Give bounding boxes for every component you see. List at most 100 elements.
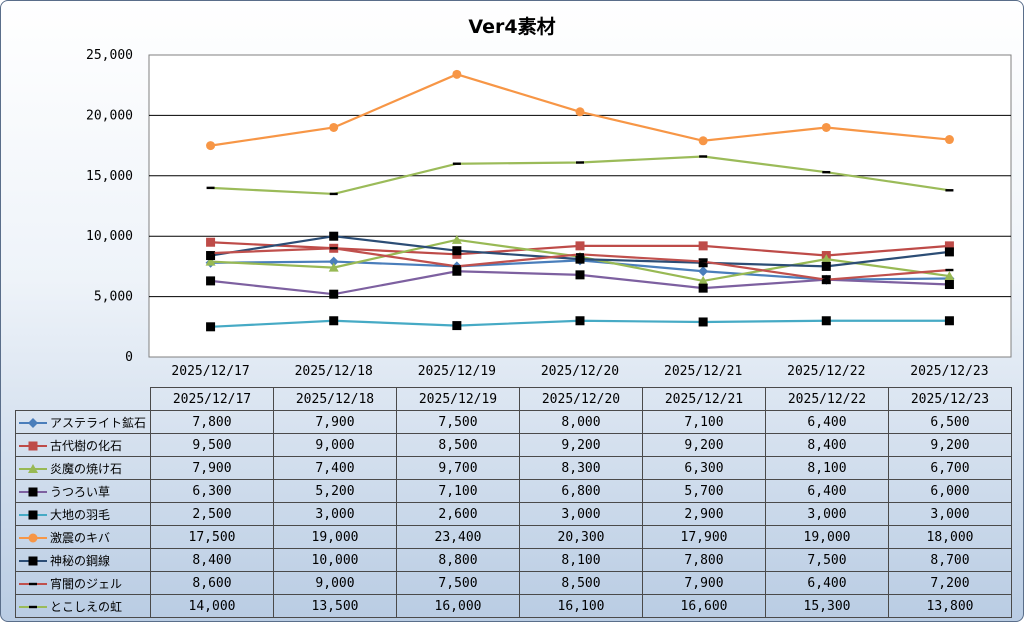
data-table-header: 2025/12/17 2025/12/18 2025/12/19 2025/12/20… [16, 387, 1012, 411]
table-cell: 9,200 [519, 433, 643, 457]
data-point-marker [206, 186, 215, 190]
table-row: うつろい草 6,300 5,200 7,100 6,800 5,700 6,400 6,000 [15, 479, 1012, 503]
x-tick-label: 2025/12/23 [910, 364, 988, 379]
table-cell: 16,600 [642, 594, 766, 618]
data-point-marker [944, 316, 954, 326]
legend-key-icon [19, 533, 47, 543]
data-point-marker [575, 316, 585, 326]
data-point-marker [452, 266, 462, 276]
table-cell: 6,300 [642, 456, 766, 480]
table-cell: 7,500 [765, 548, 889, 572]
x-tick-label: 2025/12/20 [541, 364, 619, 379]
table-cell: 7,100 [642, 410, 766, 434]
data-point-marker [28, 533, 38, 543]
table-cell: 7,100 [396, 479, 520, 503]
data-point-marker [206, 276, 216, 286]
table-row: 炎魔の焼け石 7,900 7,400 9,700 8,300 6,300 8,100 6,70… [15, 456, 1012, 480]
table-cell: 5,700 [642, 479, 766, 503]
data-point-marker [452, 246, 462, 256]
table-cell: 9,000 [273, 571, 397, 595]
table-cell: 8,100 [519, 548, 643, 572]
y-axis: 0 5,000 10,000 15,000 20,000 25,000 [86, 48, 133, 365]
legend-entry: 大地の羽毛 [15, 502, 151, 526]
legend-entry: アステライト鉱石 [15, 410, 151, 434]
legend-label: 古代樹の化石 [50, 438, 123, 453]
data-point-marker [206, 141, 216, 151]
table-cell: 2,900 [642, 502, 766, 526]
x-tick-label: 2025/12/19 [418, 364, 496, 379]
table-cell: 8,600 [150, 571, 274, 595]
legend-entry: 古代樹の化石 [15, 433, 151, 457]
data-point-marker [822, 278, 831, 281]
data-point-marker [329, 316, 339, 326]
legend-entry: うつろい草 [15, 479, 151, 503]
legend-key-icon [19, 441, 47, 451]
data-point-marker [944, 241, 954, 251]
legend-label: 宵闇のジェル [50, 576, 123, 591]
table-cell: 8,800 [396, 548, 520, 572]
table-cell: 6,000 [888, 479, 1012, 503]
table-cell: 23,400 [396, 525, 520, 549]
table-cell: 7,400 [273, 456, 397, 480]
table-date-header: 2025/12/23 [888, 387, 1012, 411]
table-cell: 14,000 [150, 594, 274, 618]
data-point-marker [699, 260, 708, 263]
y-tick-label: 5,000 [94, 290, 133, 305]
table-cell: 19,000 [765, 525, 889, 549]
table-cell: 7,900 [642, 571, 766, 595]
y-tick-label: 20,000 [86, 108, 133, 123]
table-row: アステライト鉱石 7,800 7,900 7,500 8,000 7,100 6,400 6,… [15, 410, 1012, 434]
legend-label: 大地の羽毛 [50, 507, 111, 522]
table-cell: 2,600 [396, 502, 520, 526]
table-cell: 13,800 [888, 594, 1012, 618]
data-point-marker [28, 510, 38, 520]
series-8 [206, 247, 954, 281]
table-cell: 9,200 [642, 433, 766, 457]
table-cell: 6,400 [765, 571, 889, 595]
data-point-marker [206, 251, 216, 261]
x-axis: 2025/12/17 2025/12/18 2025/12/19 2025/12/20… [171, 364, 988, 379]
table-cell: 19,000 [273, 525, 397, 549]
table-cell: 6,700 [888, 456, 1012, 480]
data-point-marker [945, 268, 954, 272]
legend-entry: 宵闇のジェル [15, 571, 151, 595]
data-point-marker [29, 582, 37, 586]
x-tick-label: 2025/12/18 [295, 364, 373, 379]
legend-key-icon [19, 605, 47, 609]
data-point-marker [28, 418, 38, 428]
table-cell: 8,400 [150, 548, 274, 572]
data-point-marker [821, 254, 832, 264]
data-point-marker [28, 464, 38, 473]
table-cell: 8,700 [888, 548, 1012, 572]
data-point-marker [452, 69, 462, 79]
legend-label: 神秘の鋼線 [50, 553, 111, 568]
table-cell: 8,000 [519, 410, 643, 434]
table-cell: 9,700 [396, 456, 520, 480]
data-point-marker [576, 161, 584, 164]
legend-entry: 激震のキバ [15, 525, 151, 549]
data-point-marker [698, 275, 709, 285]
data-point-marker [821, 316, 831, 326]
x-tick-label: 2025/12/22 [787, 364, 865, 379]
table-date-header: 2025/12/18 [273, 387, 397, 411]
table-cell: 7,500 [396, 571, 520, 595]
legend-label: 炎魔の焼け石 [50, 461, 123, 476]
table-cell: 9,200 [888, 433, 1012, 457]
data-point-marker [329, 289, 339, 299]
data-point-marker [329, 192, 338, 196]
data-point-marker [575, 107, 585, 117]
data-point-marker [29, 605, 37, 609]
data-point-marker [452, 162, 461, 165]
legend-key-icon [19, 582, 47, 586]
data-point-marker [944, 271, 955, 281]
y-tick-label: 25,000 [86, 48, 133, 63]
table-date-header: 2025/12/17 [150, 387, 274, 411]
data-point-marker [698, 317, 708, 327]
table-row: 古代樹の化石 9,500 9,000 8,500 9,200 9,200 8,400 9,20… [15, 433, 1012, 457]
legend-label: アステライト鉱石 [50, 415, 147, 430]
data-point-marker [698, 136, 708, 146]
data-point-marker [28, 487, 38, 497]
data-point-marker [329, 122, 339, 132]
legend-key-icon [19, 556, 47, 566]
legend-key-icon [19, 510, 47, 520]
